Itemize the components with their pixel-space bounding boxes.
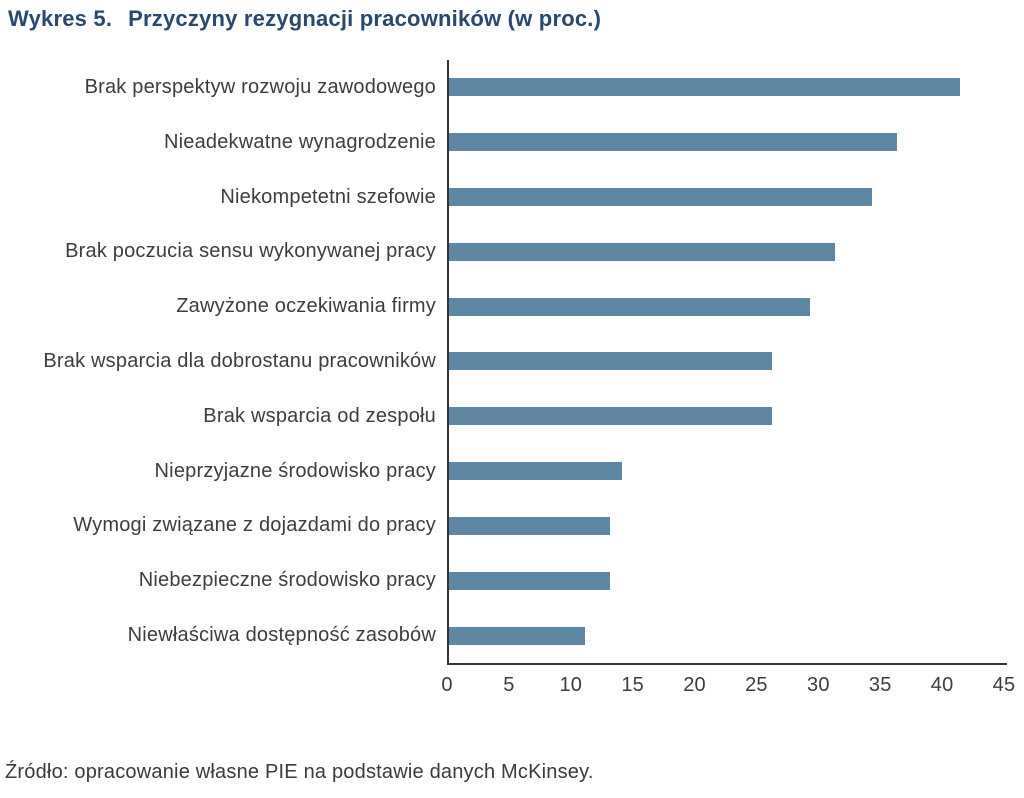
x-tick-label: 10 bbox=[559, 674, 583, 696]
category-label: Wymogi związane z dojazdami do pracy bbox=[73, 514, 436, 537]
bar bbox=[447, 352, 773, 371]
chart-row: Brak wsparcia dla dobrostanu pracowników bbox=[0, 334, 1010, 389]
bar-track bbox=[447, 224, 1010, 279]
bar bbox=[447, 571, 610, 590]
category-label: Brak wsparcia od zespołu bbox=[203, 404, 436, 427]
bar bbox=[447, 78, 960, 97]
chart-row: Nieprzyjazne środowisko pracy bbox=[0, 444, 1010, 499]
x-axis-ticks: 0 5 10 15 20 25 30 35 40 45 bbox=[441, 674, 1015, 698]
bar-track bbox=[447, 389, 1010, 444]
x-tick-label: 45 bbox=[992, 674, 1016, 696]
bar bbox=[447, 242, 835, 261]
y-axis-line bbox=[447, 60, 449, 665]
source-note: Źródło: opracowanie własne PIE na podsta… bbox=[5, 761, 594, 783]
bar bbox=[447, 516, 610, 535]
category-label: Brak wsparcia dla dobrostanu pracowników bbox=[43, 349, 436, 372]
bar-track bbox=[447, 170, 1010, 225]
x-tick-label: 20 bbox=[683, 674, 706, 696]
bar bbox=[447, 407, 773, 426]
category-label: Niekompetetni szefowie bbox=[220, 185, 436, 208]
category-label: Nieprzyjazne środowisko pracy bbox=[154, 459, 436, 482]
x-tick-label: 30 bbox=[807, 674, 830, 696]
bar-track bbox=[447, 115, 1010, 170]
bar bbox=[447, 626, 585, 645]
bar-track bbox=[447, 553, 1010, 608]
x-tick-label: 5 bbox=[503, 674, 515, 696]
chart-title: Wykres 5. Przyczyny rezygnacji pracownikó… bbox=[8, 6, 601, 32]
category-label: Brak poczucia sensu wykonywanej pracy bbox=[65, 240, 436, 263]
chart-row: Niekompetetni szefowie bbox=[0, 170, 1010, 225]
bar-track bbox=[447, 608, 1010, 663]
category-label: Nieadekwatne wynagrodzenie bbox=[163, 130, 436, 153]
bar-track bbox=[447, 499, 1010, 554]
bar-track bbox=[447, 279, 1010, 334]
bar-chart: Brak perspektyw rozwoju zawodowego Niead… bbox=[0, 60, 1010, 663]
bar bbox=[447, 188, 873, 207]
chart-row: Zawyżone oczekiwania firmy bbox=[0, 279, 1010, 334]
chart-row: Brak poczucia sensu wykonywanej pracy bbox=[0, 224, 1010, 279]
bar bbox=[447, 297, 810, 316]
x-tick-label: 35 bbox=[868, 674, 892, 696]
x-tick-label: 40 bbox=[930, 674, 954, 696]
chart-row: Nieadekwatne wynagrodzenie bbox=[0, 115, 1010, 170]
chart-title-prefix: Wykres 5. bbox=[8, 6, 113, 31]
category-label: Niewłaściwa dostępność zasobów bbox=[127, 624, 436, 647]
category-label: Zawyżone oczekiwania firmy bbox=[176, 295, 436, 318]
chart-row: Brak perspektyw rozwoju zawodowego bbox=[0, 60, 1010, 115]
bar-track bbox=[447, 444, 1010, 499]
category-label: Niebezpieczne środowisko pracy bbox=[138, 569, 436, 592]
bar bbox=[447, 462, 623, 481]
bar bbox=[447, 133, 898, 152]
chart-row: Niebezpieczne środowisko pracy bbox=[0, 553, 1010, 608]
x-axis-line bbox=[447, 663, 1007, 665]
x-tick-label: 15 bbox=[621, 674, 644, 696]
x-tick-label: 0 bbox=[441, 674, 453, 696]
category-label: Brak perspektyw rozwoju zawodowego bbox=[84, 75, 436, 98]
bar-track bbox=[447, 334, 1010, 389]
chart-title-text: Przyczyny rezygnacji pracowników (w proc… bbox=[128, 6, 602, 31]
chart-row: Wymogi związane z dojazdami do pracy bbox=[0, 499, 1010, 554]
x-tick-label: 25 bbox=[745, 674, 768, 696]
bar-track bbox=[447, 60, 1010, 115]
chart-row: Niewłaściwa dostępność zasobów bbox=[0, 608, 1010, 663]
chart-row: Brak wsparcia od zespołu bbox=[0, 389, 1010, 444]
